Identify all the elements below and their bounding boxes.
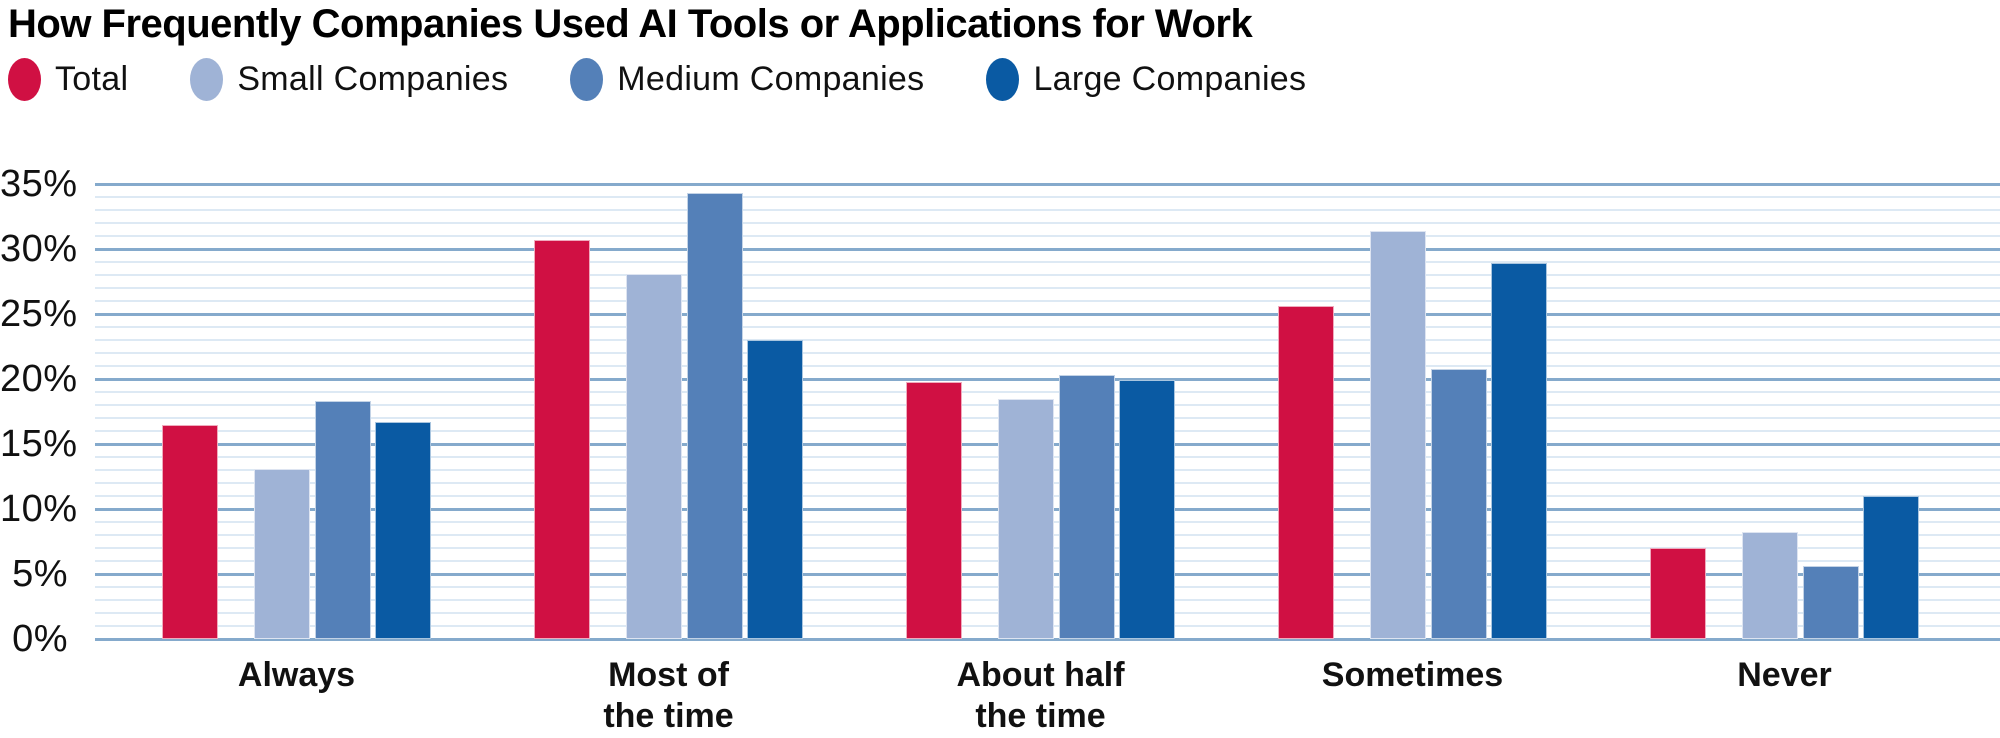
gridline-minor <box>95 235 2000 237</box>
gridline-minor <box>95 339 2000 341</box>
y-axis-tick-label: 15% <box>0 423 78 465</box>
legend-label: Total <box>55 59 129 98</box>
legend-item-large-companies: Large Companies <box>986 57 1307 101</box>
bar-small-companies-most-of-the-time <box>626 273 682 639</box>
x-axis-category-line: Most of <box>608 656 729 694</box>
gridline-major <box>95 637 2000 641</box>
gridline-major <box>95 377 2000 381</box>
y-axis-tick-label: 0% <box>12 618 68 660</box>
gridline-minor <box>95 209 2000 211</box>
gridline-major <box>95 312 2000 316</box>
legend-item-small-companies: Small Companies <box>190 57 509 101</box>
legend-item-medium-companies: Medium Companies <box>570 57 925 101</box>
legend-dot-icon <box>570 57 604 101</box>
bar-small-companies-never <box>1742 532 1798 639</box>
y-axis-tick-label: 20% <box>0 358 78 400</box>
legend-dot-icon <box>8 57 41 101</box>
gridline-minor <box>95 365 2000 367</box>
x-axis-category-line: the time <box>975 697 1106 735</box>
gridline-minor <box>95 261 2000 263</box>
gridline-minor <box>95 287 2000 289</box>
bar-total-sometimes <box>1278 306 1334 639</box>
gridline-major <box>95 247 2000 251</box>
gridline-minor <box>95 222 2000 224</box>
bar-total-always <box>162 424 218 639</box>
x-axis-category-line: Sometimes <box>1321 656 1504 694</box>
bar-large-companies-sometimes <box>1491 263 1547 639</box>
bar-medium-companies-about-half-the-time <box>1058 375 1115 639</box>
x-axis-category-line: About half <box>956 656 1125 694</box>
gridline-minor <box>95 300 2000 302</box>
gridline-minor <box>95 274 2000 276</box>
x-axis-category-label-always: Always <box>111 655 483 696</box>
bar-large-companies-most-of-the-time <box>747 340 803 639</box>
y-axis-tick-label: 10% <box>0 488 78 530</box>
bar-small-companies-about-half-the-time <box>998 398 1054 639</box>
legend-label: Large Companies <box>1033 59 1307 98</box>
gridline-minor <box>95 352 2000 354</box>
chart-title: How Frequently Companies Used AI Tools o… <box>8 2 1253 46</box>
bar-medium-companies-sometimes <box>1430 368 1487 639</box>
x-axis-category-label-about-half-the-time: About half the time <box>855 655 1227 737</box>
x-axis-category-line: Never <box>1737 656 1832 694</box>
bar-medium-companies-most-of-the-time <box>686 193 743 639</box>
bar-large-companies-about-half-the-time <box>1119 380 1175 639</box>
gridline-major <box>95 182 2000 186</box>
bar-large-companies-never <box>1863 496 1919 639</box>
bar-medium-companies-never <box>1802 566 1859 639</box>
x-axis-category-label-never: Never <box>1599 655 1971 696</box>
y-axis-tick-label: 30% <box>0 228 78 270</box>
legend-dot-icon <box>190 57 224 101</box>
bar-total-about-half-the-time <box>906 381 962 639</box>
bar-small-companies-always <box>254 468 310 639</box>
gridline-minor <box>95 326 2000 328</box>
legend-label: Medium Companies <box>617 59 925 98</box>
bar-total-most-of-the-time <box>534 239 590 639</box>
legend-item-total: Total <box>8 57 129 101</box>
gridline-minor <box>95 391 2000 393</box>
gridline-minor <box>95 196 2000 198</box>
y-axis-tick-label: 35% <box>0 163 78 205</box>
bar-total-never <box>1650 548 1706 639</box>
x-axis-category-line: Always <box>237 656 356 694</box>
x-axis-category-line: the time <box>603 697 734 735</box>
y-axis-tick-label: 5% <box>12 553 68 595</box>
legend-dot-icon <box>986 57 1020 101</box>
bar-small-companies-sometimes <box>1370 230 1426 639</box>
y-axis-tick-label: 25% <box>0 293 78 335</box>
x-axis-category-label-sometimes: Sometimes <box>1227 655 1599 696</box>
x-axis-category-label-most-of-the-time: Most of the time <box>483 655 855 737</box>
legend: Total Small Companies Medium Companies Larg… <box>8 56 1306 102</box>
legend-label: Small Companies <box>237 59 509 98</box>
bar-medium-companies-always <box>314 401 371 639</box>
bar-large-companies-always <box>375 421 431 639</box>
